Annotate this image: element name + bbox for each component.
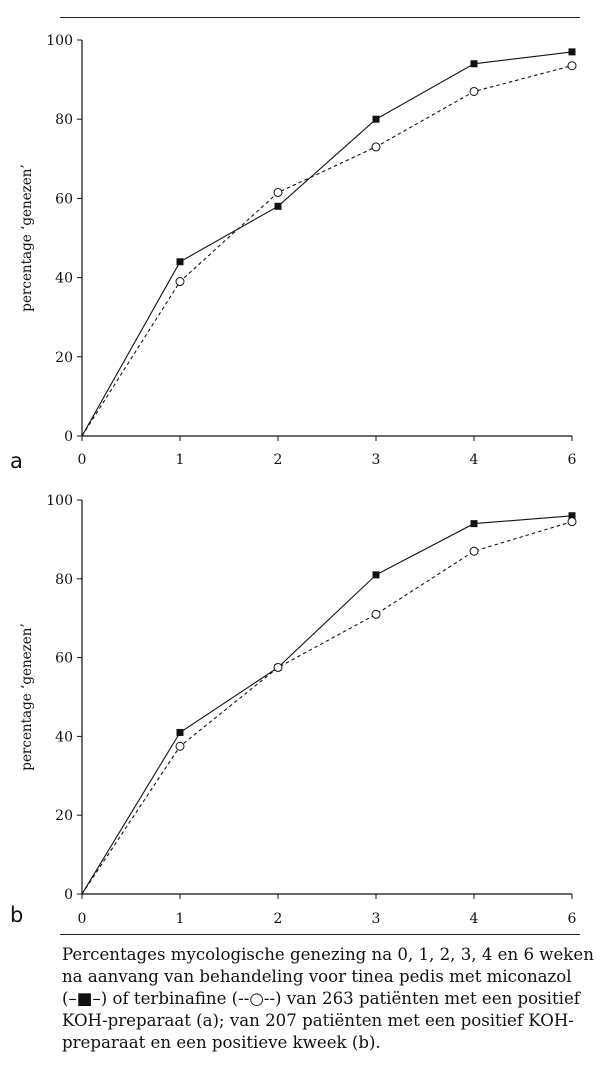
y-axis-label: percentage ‘genezen’ — [19, 164, 35, 311]
x-tick-label: 2 — [274, 911, 283, 927]
x-tick-label: 4 — [470, 911, 479, 927]
y-tick-label: 40 — [55, 729, 73, 745]
y-tick-label: 80 — [55, 572, 73, 588]
marker-terbinafine — [273, 187, 283, 197]
marker-terbinafine — [567, 517, 577, 527]
x-tick-label: 3 — [372, 911, 381, 927]
marker-terbinafine — [371, 142, 381, 152]
marker-terbinafine — [371, 609, 381, 619]
chart-panel-b: 0 20 40 60 80 100 0 1 2 3 4 6 percentage ‘genezen’ b — [10, 493, 577, 927]
marker-terbinafine — [273, 662, 283, 672]
marker-terbinafine — [469, 546, 479, 556]
y-tick-label: 20 — [55, 350, 73, 366]
caption-line-1: Percentages mycologische genezing na 0, … — [62, 945, 594, 964]
y-tick-label: 0 — [64, 887, 73, 903]
top-rule — [60, 17, 580, 18]
x-tick-label: 4 — [470, 452, 479, 468]
marker-terbinafine — [175, 277, 185, 287]
chart-panel-a: 0 20 40 60 80 100 0 1 2 3 4 6 percentage ‘genezen’ a — [10, 33, 577, 473]
x-tick-label: 0 — [78, 452, 87, 468]
series-line-miconazol — [81, 515, 573, 895]
x-tick-label: 3 — [372, 452, 381, 468]
marker-miconazol — [372, 571, 380, 579]
y-tick-label: 80 — [55, 112, 73, 128]
series-line-miconazol — [81, 51, 573, 437]
y-tick-label: 40 — [55, 271, 73, 287]
marker-terbinafine — [469, 86, 479, 96]
y-tick-label: 0 — [64, 429, 73, 445]
marker-miconazol — [568, 48, 576, 56]
series-line-terbinafine — [81, 521, 573, 895]
x-tick-label: 1 — [176, 911, 185, 927]
x-tick-label: 2 — [274, 452, 283, 468]
caption-rule — [60, 934, 580, 935]
panel-letter: b — [10, 903, 23, 927]
y-tick-label: 60 — [55, 651, 73, 667]
caption-line-4: KOH-preparaat (a); van 207 patiënten met… — [62, 1011, 574, 1030]
marker-miconazol — [568, 512, 576, 520]
marker-miconazol — [274, 202, 282, 210]
marker-miconazol — [470, 60, 478, 68]
caption-line-5: preparaat en een positieve kweek (b). — [62, 1033, 381, 1052]
x-tick-label: 6 — [568, 911, 577, 927]
marker-terbinafine — [567, 61, 577, 71]
caption-line-2: na aanvang van behandeling voor tinea pe… — [62, 967, 572, 986]
y-tick-label: 60 — [55, 191, 73, 207]
figure-caption: Percentages mycologische genezing na 0, … — [62, 944, 594, 1054]
marker-miconazol — [470, 520, 478, 528]
y-axis-label: percentage ‘genezen’ — [19, 623, 35, 770]
x-tick-label: 0 — [78, 911, 87, 927]
panel-letter: a — [10, 449, 23, 473]
marker-miconazol — [176, 728, 184, 736]
y-tick-label: 20 — [55, 808, 73, 824]
series-line-terbinafine — [81, 65, 573, 437]
y-tick-label: 100 — [46, 493, 73, 509]
x-tick-label: 1 — [176, 452, 185, 468]
marker-miconazol — [176, 258, 184, 266]
marker-terbinafine — [175, 741, 185, 751]
y-tick-label: 100 — [46, 33, 73, 49]
marker-miconazol — [372, 115, 380, 123]
x-tick-label: 6 — [568, 452, 577, 468]
caption-line-3: (–■–) of terbinafine (--○--) van 263 pat… — [62, 989, 580, 1008]
